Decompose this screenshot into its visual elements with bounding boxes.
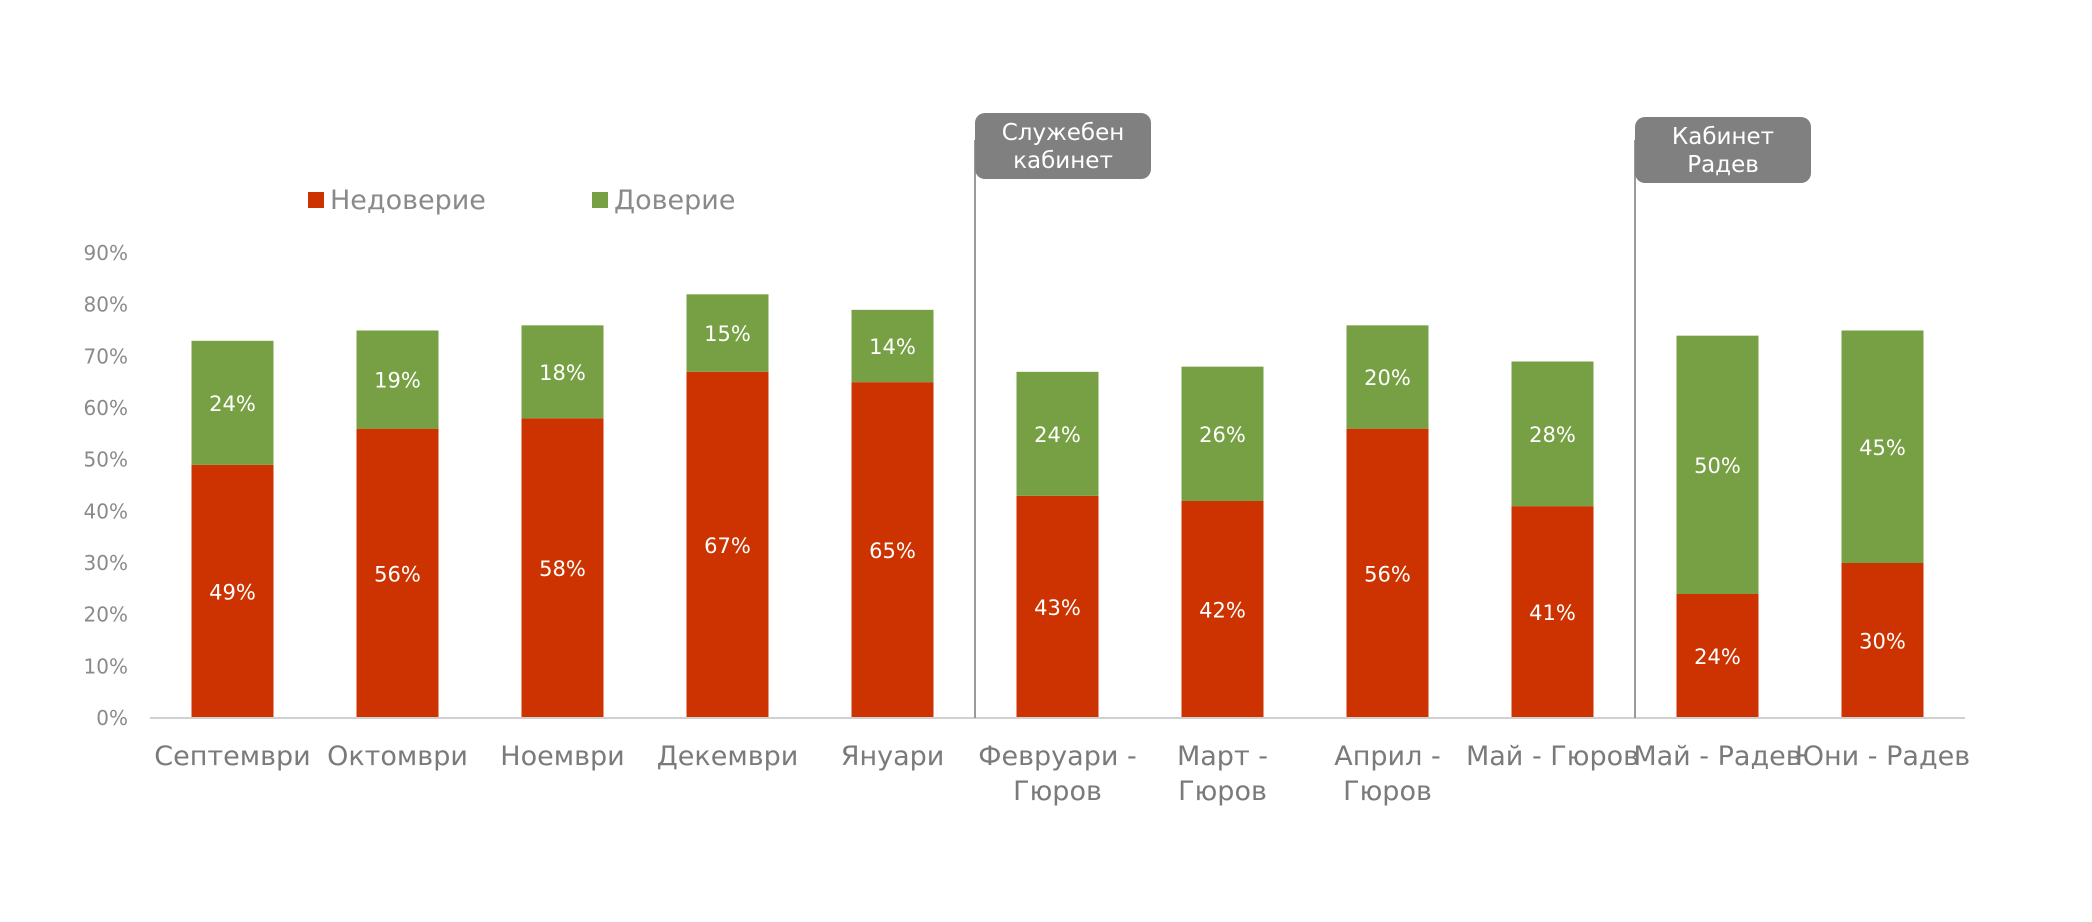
annotation-box xyxy=(1635,117,1811,183)
x-tick-label: Май - Радев xyxy=(1633,741,1801,772)
y-tick-label: 90% xyxy=(84,241,128,265)
y-tick-label: 30% xyxy=(84,551,128,575)
y-tick-label: 40% xyxy=(84,499,128,523)
y-tick-label: 60% xyxy=(84,396,128,420)
bar-segment xyxy=(686,294,769,372)
x-tick-label: Гюров xyxy=(1178,776,1267,807)
bar-segment xyxy=(1346,325,1429,429)
data-label: 43% xyxy=(1034,596,1081,620)
bar-segment xyxy=(1841,563,1924,718)
y-tick-label: 0% xyxy=(96,706,128,730)
x-tick-label: Януари xyxy=(841,741,945,772)
data-label: 26% xyxy=(1199,423,1246,447)
x-tick-label: Март - xyxy=(1177,741,1268,772)
bars: 49% 24% 56% 19% 58% 18% 67% 15% 65% 14% 43% 24% 42% 2… xyxy=(191,294,1924,718)
data-label: 49% xyxy=(209,580,256,604)
bar-segment xyxy=(1016,371,1099,496)
legend-label: Доверие xyxy=(614,185,735,216)
x-tick-label: Септември xyxy=(154,741,310,772)
data-label: 28% xyxy=(1529,423,1576,447)
legend-swatch xyxy=(308,192,324,208)
data-label: 24% xyxy=(1694,645,1741,669)
legend-label: Недоверие xyxy=(330,185,486,216)
annotation-label: Служебен xyxy=(1002,120,1125,146)
data-label: 18% xyxy=(539,361,586,385)
x-tick-label: Гюров xyxy=(1343,776,1432,807)
data-label: 24% xyxy=(1034,423,1081,447)
data-label: 41% xyxy=(1529,601,1576,625)
y-tick-label: 80% xyxy=(84,293,128,317)
x-tick-label: Май - Гюров xyxy=(1466,741,1639,772)
y-axis: 0% 10% 20% 30% 40% 50% 60% 70% 80% 90% xyxy=(84,241,128,730)
x-tick-label: Април - xyxy=(1334,741,1440,772)
data-label: 56% xyxy=(374,562,421,586)
data-label: 30% xyxy=(1859,630,1906,654)
annotation-label: кабинет xyxy=(1013,148,1113,174)
legend: Недоверие Доверие xyxy=(308,185,735,216)
bar-segment xyxy=(356,428,439,718)
data-label: 65% xyxy=(869,539,916,563)
annotation-box xyxy=(975,113,1151,179)
bar-segment xyxy=(1511,361,1594,507)
y-tick-label: 50% xyxy=(84,448,128,472)
data-label: 45% xyxy=(1859,436,1906,460)
bar-segment xyxy=(521,325,604,419)
bar-segment xyxy=(1676,594,1759,718)
bar-segment xyxy=(1016,495,1099,718)
x-tick-label: Декември xyxy=(657,741,799,772)
bar-segment xyxy=(191,340,274,465)
bar-segment xyxy=(1346,428,1429,718)
bar-segment xyxy=(1511,506,1594,718)
data-label: 24% xyxy=(209,392,256,416)
x-axis: Септември Октомври Ноември Декември Януари Фе… xyxy=(150,717,1970,807)
data-label: 15% xyxy=(704,322,751,346)
bar-segment xyxy=(1181,366,1264,501)
y-tick-label: 20% xyxy=(84,603,128,627)
bar-segment xyxy=(1841,330,1924,563)
x-tick-label: Февруари - xyxy=(978,741,1136,772)
bar-segment xyxy=(1181,501,1264,718)
data-label: 50% xyxy=(1694,454,1741,478)
data-label: 58% xyxy=(539,557,586,581)
legend-swatch xyxy=(592,192,608,208)
data-label: 14% xyxy=(869,335,916,359)
data-label: 67% xyxy=(704,534,751,558)
bar-segment xyxy=(356,330,439,429)
bar-segment xyxy=(191,464,274,718)
bar-segment xyxy=(686,371,769,718)
y-tick-label: 70% xyxy=(84,344,128,368)
bar-segment xyxy=(1676,335,1759,594)
data-label: 19% xyxy=(374,369,421,393)
data-label: 20% xyxy=(1364,366,1411,390)
x-tick-label: Юни - Радев xyxy=(1795,741,1970,772)
x-tick-label: Ноември xyxy=(500,741,624,772)
data-label: 42% xyxy=(1199,599,1246,623)
bar-segment xyxy=(851,382,934,718)
y-tick-label: 10% xyxy=(84,654,128,678)
data-label: 56% xyxy=(1364,562,1411,586)
x-tick-label: Октомври xyxy=(327,741,468,772)
annotation-label: Радев xyxy=(1687,152,1759,178)
x-tick-label: Гюров xyxy=(1013,776,1102,807)
bar-segment xyxy=(851,309,934,383)
bar-segment xyxy=(521,418,604,718)
annotation-label: Кабинет xyxy=(1672,124,1774,150)
